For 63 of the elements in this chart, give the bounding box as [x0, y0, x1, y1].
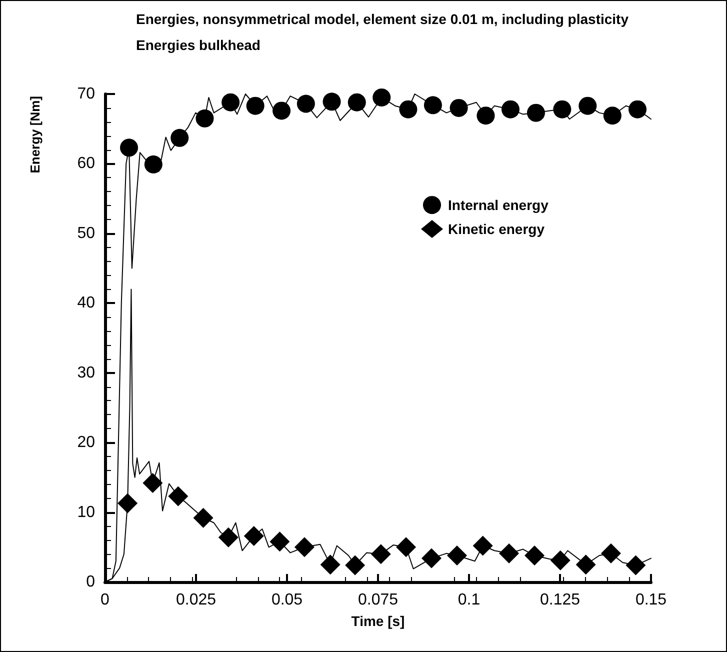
y-tick-label: 70 [77, 86, 96, 102]
point [118, 493, 138, 514]
legend-label: Internal energy [448, 197, 549, 213]
point [296, 94, 315, 113]
y-tick-label: 40 [77, 294, 96, 312]
y-tick-label: 60 [77, 155, 96, 172]
x-tick-label: 0.05 [271, 592, 303, 608]
point [142, 473, 163, 494]
point [626, 555, 646, 576]
y-tick-label: 0 [86, 574, 96, 590]
point [246, 96, 264, 115]
point [196, 109, 214, 128]
point [578, 96, 597, 115]
point [550, 550, 570, 570]
point [603, 106, 622, 125]
point [345, 555, 366, 576]
point [244, 526, 264, 546]
point [553, 100, 572, 118]
point [576, 554, 596, 575]
y-tick-label: 20 [77, 434, 96, 452]
x-tick-label: 0 [100, 592, 110, 608]
point [193, 508, 214, 528]
point [222, 93, 240, 112]
point [272, 102, 291, 120]
point [168, 486, 188, 506]
point [499, 543, 520, 564]
x-tick-label: 0.1 [458, 592, 480, 608]
point [628, 100, 647, 118]
x-tick-label: 0.025 [176, 592, 216, 608]
point [348, 93, 366, 112]
point [502, 100, 520, 118]
chart-title: Energies, nonsymmetrical model, element size 0.01 m, including plasticity [136, 11, 629, 27]
point [294, 537, 314, 558]
point [422, 548, 442, 568]
y-axis-title: Energy [Nm] [28, 96, 42, 174]
chart-subtitle: Energies bulkhead [136, 37, 260, 53]
point [524, 546, 545, 566]
point [424, 96, 442, 114]
point [526, 104, 545, 122]
point [476, 106, 495, 125]
point [270, 532, 290, 552]
x-tick-label: 0.125 [540, 592, 580, 608]
point [396, 537, 416, 558]
point [372, 88, 391, 106]
point [144, 155, 162, 174]
point [218, 527, 238, 548]
point [370, 544, 391, 564]
point [170, 128, 189, 147]
point [322, 92, 341, 111]
x-axis-title: Time [s] [351, 613, 405, 629]
point [600, 543, 621, 564]
point [120, 138, 138, 157]
point [320, 554, 340, 575]
point [472, 536, 493, 556]
x-tick-label: 0.075 [358, 592, 398, 608]
point [399, 100, 418, 118]
x-tick-label: 0.15 [635, 592, 667, 608]
point [450, 98, 468, 117]
y-tick-label: 10 [77, 504, 96, 521]
point [446, 546, 467, 566]
y-tick-label: 50 [77, 224, 96, 242]
legend-label: Kinetic energy [448, 221, 545, 237]
y-tick-label: 30 [77, 364, 96, 382]
